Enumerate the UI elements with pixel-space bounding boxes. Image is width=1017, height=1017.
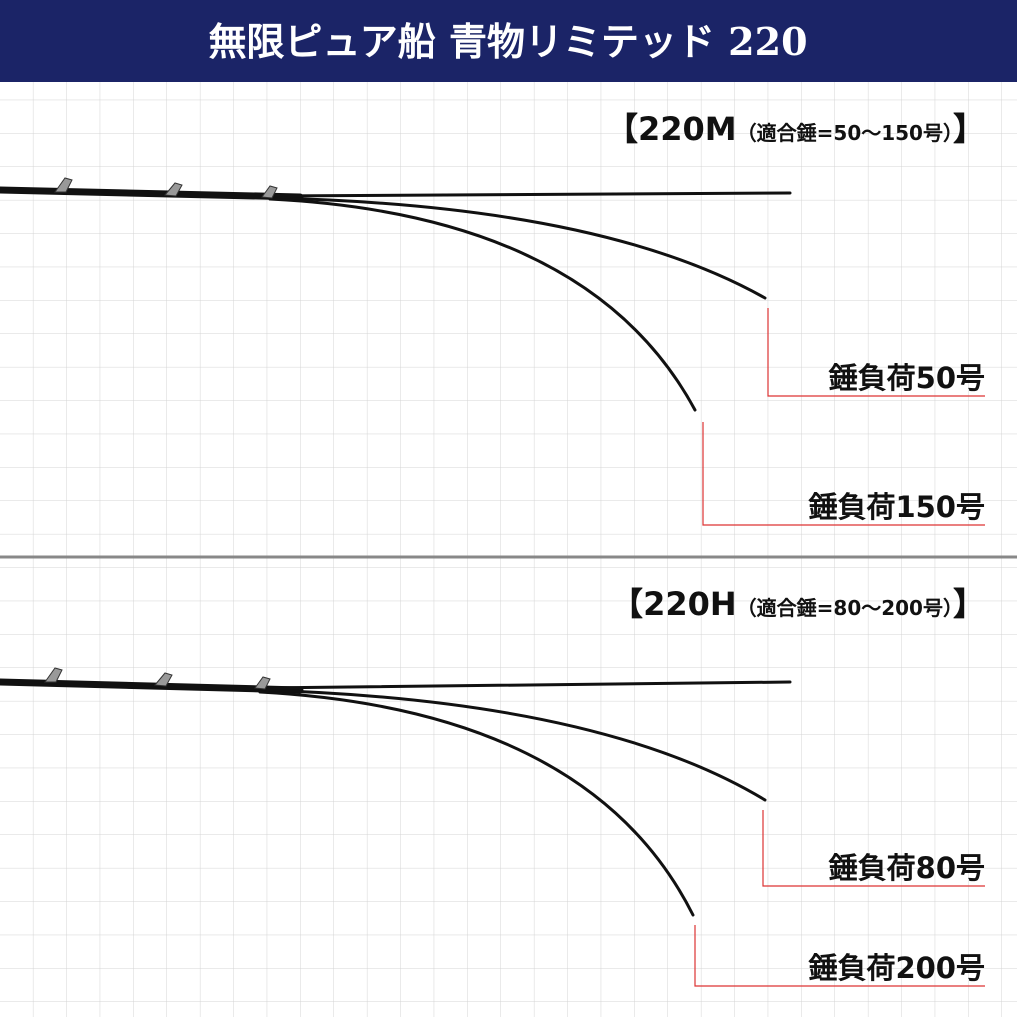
load-label: 錘負荷50号 [828, 361, 985, 395]
rod-straight [268, 191, 792, 198]
guides [44, 667, 271, 690]
load-label: 錘負荷150号 [807, 490, 985, 524]
load-label: 錘負荷80号 [828, 851, 985, 885]
rod-straight [258, 680, 792, 690]
leader-line [702, 422, 985, 526]
rods [0, 177, 792, 412]
load-label: 錘負荷200号 [807, 951, 985, 985]
rod-butt [0, 678, 304, 694]
title-bar [0, 0, 1017, 82]
rod-bend [258, 690, 695, 917]
rod-bend [268, 197, 697, 412]
panel-heading: 【220H（適合錘=80～200号）】 [611, 585, 985, 623]
leader-line [694, 925, 985, 987]
leader-line [767, 308, 985, 397]
rod-bend [258, 688, 767, 802]
leader-line [762, 810, 985, 887]
rods [0, 667, 792, 917]
panel-heading: 【220M（適合錘=50～150号）】 [606, 110, 985, 148]
rod-butt [0, 186, 304, 201]
grid [0, 82, 1017, 1017]
title: 無限ピュア船 青物リミテッド 220 [208, 19, 807, 64]
guides [54, 177, 278, 199]
rod-bend [268, 196, 767, 300]
